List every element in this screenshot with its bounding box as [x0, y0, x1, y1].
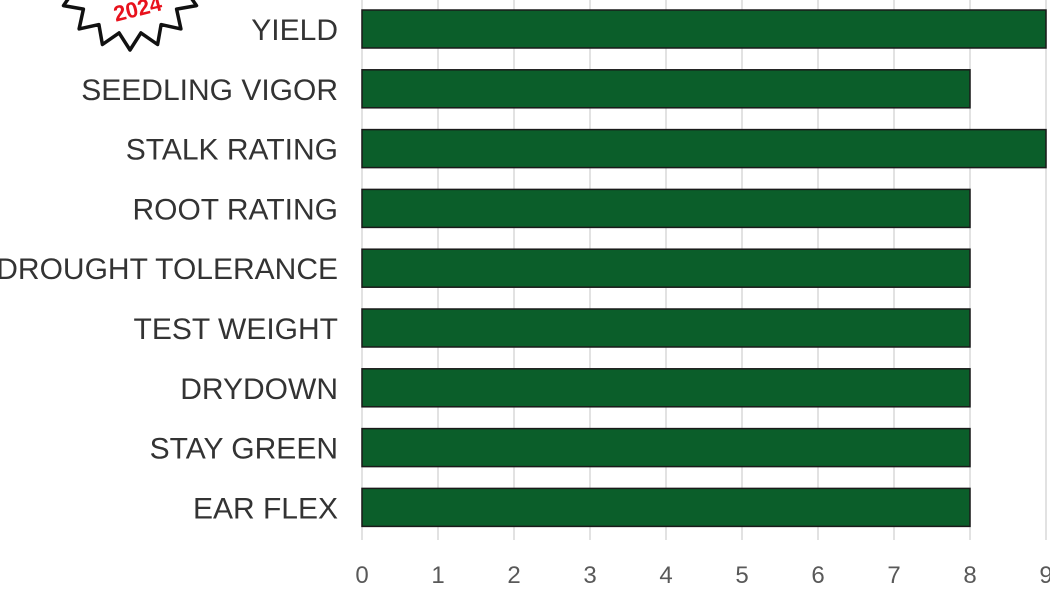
- category-label: ROOT RATING: [132, 193, 338, 226]
- bar: [361, 188, 971, 229]
- category-label: YIELD: [251, 14, 338, 47]
- bar: [361, 69, 971, 109]
- x-tick-label: 8: [963, 562, 976, 589]
- x-tick-label: 4: [659, 562, 672, 589]
- bars: [361, 9, 1047, 528]
- category-label: DRYDOWN: [180, 373, 338, 406]
- x-tick-label: 3: [583, 562, 596, 589]
- bar: [361, 487, 971, 528]
- category-label: DROUGHT TOLERANCE: [0, 253, 338, 286]
- bar: [361, 427, 971, 468]
- bar: [361, 248, 971, 288]
- bar: [361, 9, 1047, 49]
- category-label: STAY GREEN: [150, 433, 338, 466]
- category-label: EAR FLEX: [193, 492, 338, 525]
- x-tick-label: 0: [355, 562, 368, 589]
- x-tick-label: 5: [735, 562, 748, 589]
- category-labels: YIELD SEEDLING VIGOR STALK RATING ROOT RATI…: [0, 14, 338, 525]
- x-tick-label: 1: [431, 562, 444, 589]
- x-tick-label: 2: [507, 562, 520, 589]
- category-label: SEEDLING VIGOR: [81, 74, 338, 107]
- x-tick-label: 7: [887, 562, 900, 589]
- x-tick-label: 9: [1039, 562, 1050, 589]
- starburst-badge-shape: [61, 0, 199, 52]
- bar: [361, 308, 971, 348]
- bar: [361, 368, 971, 408]
- category-label: TEST WEIGHT: [134, 313, 338, 346]
- x-tick-label: 6: [811, 562, 824, 589]
- x-axis-tick-labels: 0 1 2 3 4 5 6 7 8 9: [355, 562, 1050, 589]
- year-badge: 2024: [61, 0, 199, 52]
- category-label: STALK RATING: [126, 134, 338, 167]
- bar: [361, 128, 1047, 169]
